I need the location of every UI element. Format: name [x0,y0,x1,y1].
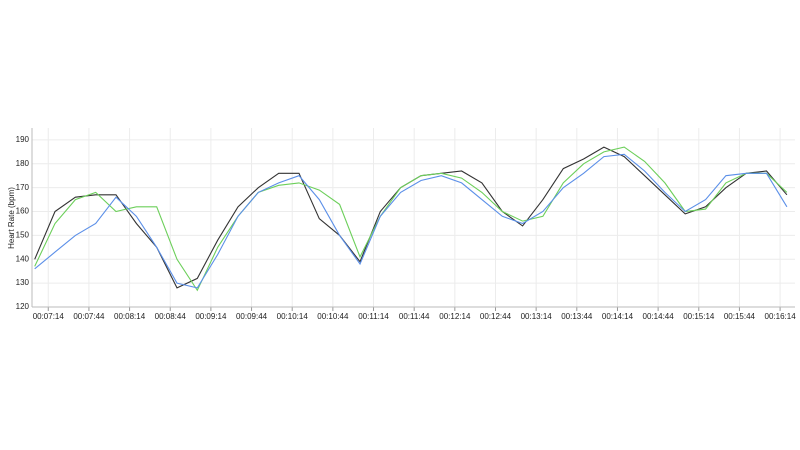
series-line [34,146,788,289]
y-tick-label: 140 [16,254,30,263]
x-tick-label: 00:10:44 [317,312,349,321]
y-tick-label: 160 [16,207,30,216]
x-tick-label: 00:10:14 [277,312,309,321]
y-tick-label: 120 [16,302,30,311]
x-tick-label: 00:11:44 [399,312,430,321]
x-tick-label: 00:15:44 [724,312,756,321]
x-tick-label: 00:12:44 [480,312,512,321]
y-tick-label: 170 [16,183,30,192]
x-tick-label: 00:07:14 [33,312,65,321]
x-tick-label: 00:13:44 [561,312,593,321]
y-tick-label: 150 [16,231,30,240]
x-tick-label: 00:07:44 [73,312,105,321]
series-line [34,146,788,292]
x-tick-label: 00:08:44 [155,312,187,321]
series-line [34,153,788,289]
y-axis-label: Heart Rate (bpm) [7,187,16,249]
x-tick-label: 00:12:14 [439,312,471,321]
x-tick-label: 00:13:14 [521,312,553,321]
x-tick-label: 00:09:44 [236,312,268,321]
x-tick-label: 00:15:14 [683,312,715,321]
x-tick-label: 00:14:14 [602,312,634,321]
x-tick-label: 00:16:14 [765,312,797,321]
y-tick-label: 190 [16,135,30,144]
x-tick-label: 00:09:14 [195,312,227,321]
y-tick-label: 180 [16,159,30,168]
x-tick-label: 00:14:44 [643,312,675,321]
y-tick-label: 130 [16,278,30,287]
x-tick-label: 00:08:14 [114,312,146,321]
x-tick-label: 00:11:14 [358,312,389,321]
